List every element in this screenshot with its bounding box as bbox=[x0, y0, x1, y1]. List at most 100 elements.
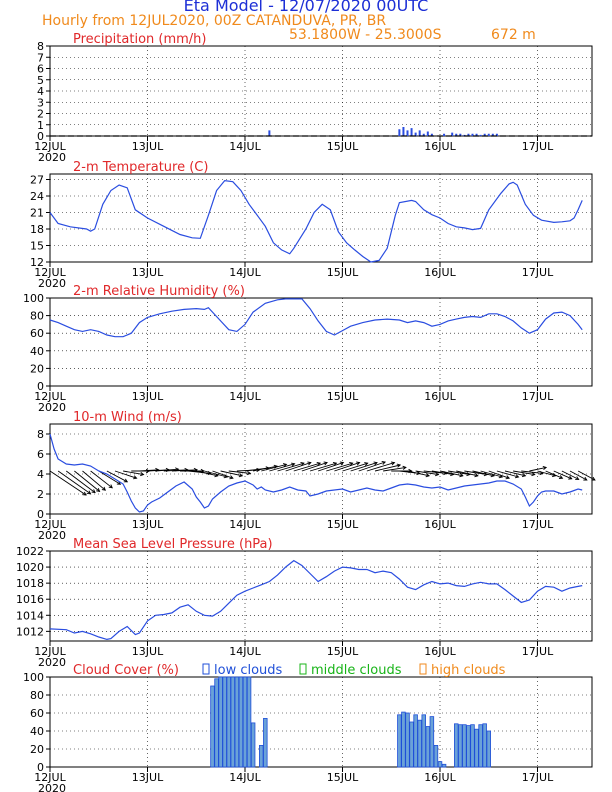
low-cloud-bar bbox=[421, 714, 426, 768]
low-cloud-bar bbox=[466, 725, 471, 768]
wind-arrow bbox=[350, 462, 378, 472]
low-cloud-bar bbox=[413, 714, 418, 768]
cloud-xtick-label: 17JUL bbox=[522, 771, 554, 784]
wind-panel-title: 10-m Wind (m/s) bbox=[73, 410, 182, 425]
wind-arrowhead bbox=[505, 475, 511, 480]
slp-series-line bbox=[49, 559, 583, 641]
wind-arrow bbox=[57, 470, 91, 495]
wind-arrowhead bbox=[101, 486, 107, 491]
wind-arrow bbox=[123, 470, 144, 476]
low-cloud-bar bbox=[259, 745, 264, 768]
cloud-xtick-label: 13JUL bbox=[132, 771, 164, 784]
low-cloud-bar bbox=[454, 723, 459, 768]
low-cloud-bar bbox=[470, 724, 475, 768]
precip-xtick-label: 14JUL bbox=[229, 140, 261, 153]
wind-arrowhead bbox=[339, 461, 345, 466]
precip-ytick-label: 6 bbox=[37, 63, 44, 76]
slp-panel-title: Mean Sea Level Pressure (hPa) bbox=[73, 537, 273, 552]
wind-arrow bbox=[82, 470, 106, 491]
precip-ytick-label: 0 bbox=[37, 130, 44, 143]
wind-arrow bbox=[98, 470, 121, 485]
low-cloud-bar bbox=[474, 728, 479, 768]
wind-arrowhead bbox=[238, 473, 244, 478]
wind-arrowhead bbox=[323, 461, 328, 466]
wind-arrow bbox=[301, 462, 328, 472]
rh-year-label: 2020 bbox=[38, 401, 66, 414]
precip-ytick-label: 3 bbox=[37, 96, 44, 109]
cloud-ytick-label: 40 bbox=[30, 725, 44, 738]
wind-arrow bbox=[334, 462, 360, 472]
wind-arrow bbox=[261, 463, 287, 472]
wind-arrow bbox=[293, 462, 321, 472]
wind-arrow bbox=[204, 470, 228, 478]
precip-xtick-label: 15JUL bbox=[327, 140, 359, 153]
wind-arrow bbox=[309, 462, 337, 472]
low-cloud-bar bbox=[214, 678, 219, 768]
wind-arrow bbox=[480, 470, 503, 478]
cloud-xtick-label: 14JUL bbox=[229, 771, 261, 784]
cloud-plot-frame bbox=[49, 676, 593, 768]
temp-plot-frame bbox=[49, 173, 593, 263]
temp-xtick-label: 14JUL bbox=[229, 266, 261, 279]
wind-xtick-label: 13JUL bbox=[132, 518, 164, 531]
wind-arrowhead bbox=[246, 471, 252, 476]
wind-xtick-label: 15JUL bbox=[327, 518, 359, 531]
wind-arrow bbox=[171, 469, 198, 472]
wind-arrow bbox=[561, 470, 579, 480]
slp-xtick-label: 13JUL bbox=[132, 645, 164, 658]
wind-arrowhead bbox=[300, 462, 305, 466]
precip-xtick-label: 17JUL bbox=[522, 140, 554, 153]
wind-arrowhead bbox=[434, 472, 440, 477]
wind-arrow bbox=[74, 470, 100, 492]
low-cloud-bar bbox=[250, 722, 256, 768]
low-cloud-bar bbox=[218, 676, 223, 768]
low-cloud-bar bbox=[210, 685, 215, 768]
low-cloud-bar bbox=[230, 676, 236, 768]
temp-ytick-label: 27 bbox=[30, 174, 44, 187]
wind-arrow bbox=[553, 470, 572, 480]
temp-series-line bbox=[49, 179, 583, 263]
wind-arrowhead bbox=[316, 462, 322, 466]
wind-xtick-label: 16JUL bbox=[424, 518, 456, 531]
cloud-ytick-label: 20 bbox=[30, 743, 44, 756]
precip-year-label: 2020 bbox=[38, 151, 66, 164]
wind-arrow bbox=[228, 470, 251, 474]
wind-arrowhead bbox=[531, 472, 536, 477]
wind-arrow bbox=[504, 470, 526, 477]
low-cloud-bar bbox=[246, 676, 252, 768]
wind-arrow bbox=[529, 466, 547, 472]
wind-arrow bbox=[472, 470, 495, 477]
wind-arrowhead bbox=[96, 487, 101, 492]
slp-year-label: 2020 bbox=[38, 656, 66, 669]
wind-arrow bbox=[464, 470, 488, 476]
wind-arrowhead bbox=[291, 462, 296, 467]
slp-xtick-label: 14JUL bbox=[229, 645, 261, 658]
wind-arrowhead bbox=[332, 462, 338, 466]
precip-ytick-label: 1 bbox=[37, 119, 44, 132]
wind-arrowhead bbox=[86, 490, 92, 495]
low-cloud-bar bbox=[437, 761, 443, 768]
low-cloud-bar bbox=[433, 745, 439, 768]
low-cloud-bar bbox=[234, 676, 240, 768]
low-cloud-bar bbox=[226, 676, 231, 768]
rh-ytick-label: 60 bbox=[30, 327, 44, 340]
rh-plot-frame bbox=[49, 297, 593, 387]
wind-arrow bbox=[220, 470, 243, 477]
legend-label: middle clouds bbox=[311, 663, 402, 678]
legend-label: low clouds bbox=[214, 663, 283, 678]
wind-xtick-label: 12JUL bbox=[34, 518, 66, 531]
slp-ytick-label: 1020 bbox=[16, 561, 44, 574]
wind-ytick-label: 0 bbox=[37, 508, 44, 521]
wind-arrowhead bbox=[396, 463, 402, 468]
wind-arrowhead bbox=[459, 473, 464, 478]
low-cloud-bar bbox=[263, 718, 268, 768]
low-cloud-bar bbox=[462, 724, 467, 768]
slp-xtick-label: 15JUL bbox=[327, 645, 359, 658]
wind-arrowhead bbox=[474, 473, 479, 478]
wind-arrow bbox=[212, 470, 234, 479]
wind-arrowhead bbox=[583, 476, 588, 481]
wind-arrowhead bbox=[402, 465, 407, 470]
temp-xtick-label: 17JUL bbox=[522, 266, 554, 279]
temp-ytick-label: 12 bbox=[30, 256, 44, 269]
